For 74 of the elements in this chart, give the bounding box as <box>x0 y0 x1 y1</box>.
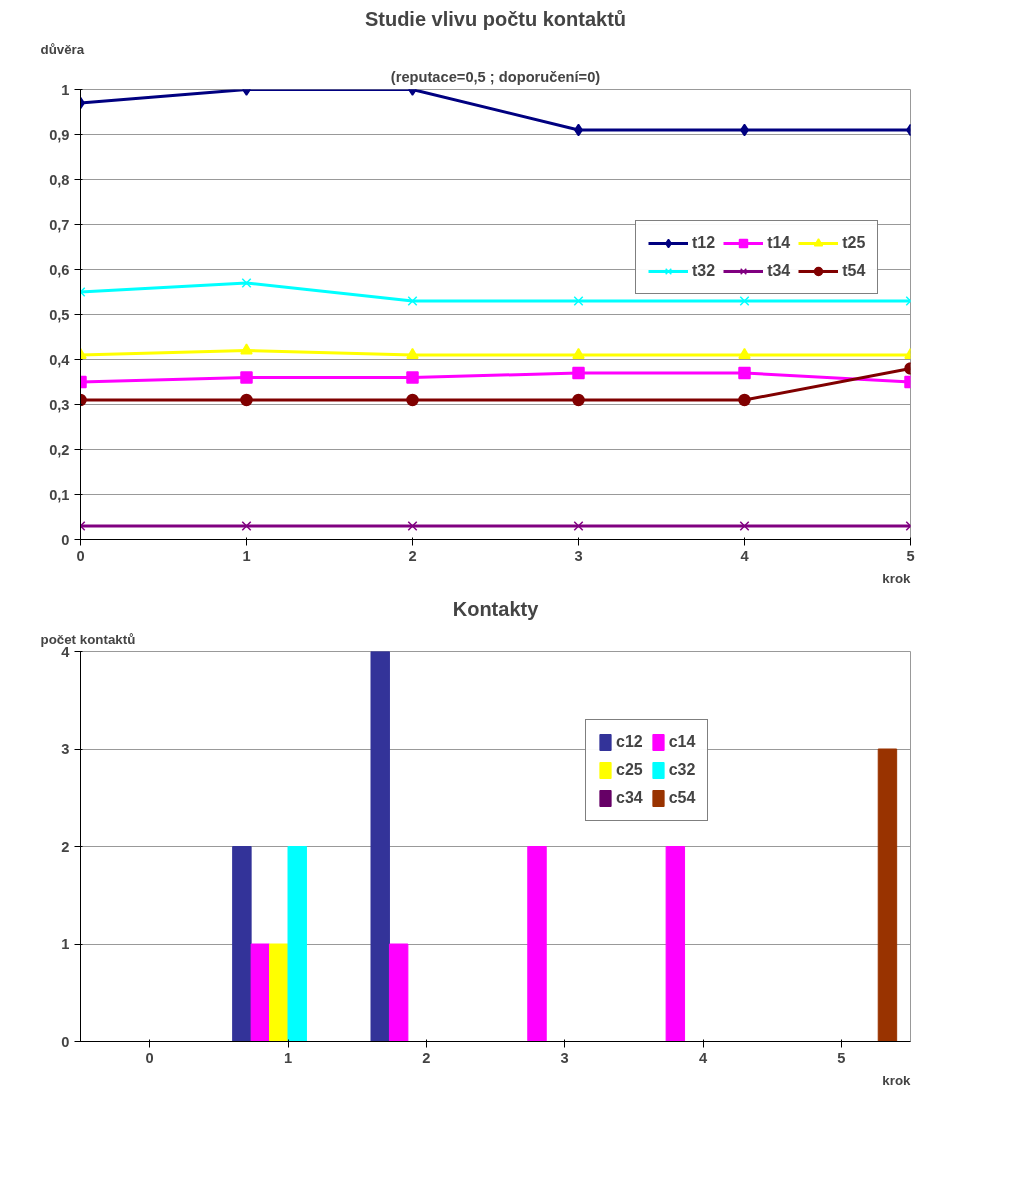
legend-label: c12 <box>616 733 643 751</box>
point <box>739 296 750 306</box>
x-tick-label: 4 <box>698 1049 708 1066</box>
x-tick-label: 3 <box>574 547 583 564</box>
y-tick-label: 0 <box>61 531 70 548</box>
point <box>406 371 419 384</box>
legend-label: t32 <box>692 262 716 280</box>
x-tick-label: 1 <box>242 547 251 564</box>
legend-label: c34 <box>616 789 643 807</box>
chart-title: Studie vlivu počtu kontaktů <box>364 7 627 30</box>
legend-label: t34 <box>767 262 791 280</box>
point <box>572 393 585 407</box>
bar <box>370 651 390 1042</box>
x-tick-label: 2 <box>408 547 417 564</box>
y-tick-label: 0,9 <box>49 126 70 143</box>
chart-title: Kontakty <box>452 597 540 620</box>
x-tick-label: 4 <box>740 547 750 564</box>
y-tick-label: 0 <box>61 1033 70 1050</box>
x-tick-label: 5 <box>837 1049 846 1066</box>
point <box>406 347 419 359</box>
point <box>407 521 418 531</box>
point <box>240 393 253 407</box>
legend-label: t25 <box>842 234 866 252</box>
point <box>240 371 253 384</box>
chart-subtitle: (reputace=0,5 ; doporučení=0) <box>390 68 601 85</box>
legend-label: t14 <box>767 234 791 252</box>
legend-label: c14 <box>668 733 696 751</box>
point <box>738 393 751 407</box>
point <box>406 393 419 407</box>
bar <box>388 943 409 1042</box>
point <box>572 366 585 380</box>
bar <box>527 846 547 1042</box>
bar <box>232 846 252 1042</box>
bar <box>665 846 686 1042</box>
y-tick-label: 0,2 <box>49 441 70 458</box>
x-axis-title: krok <box>882 570 912 586</box>
y-tick-label: 0,7 <box>49 216 70 233</box>
y-axis-title: důvěra <box>40 41 85 57</box>
y-tick-label: 1 <box>61 936 70 952</box>
y-tick-label: 0,4 <box>49 351 71 368</box>
point <box>738 347 751 359</box>
y-tick-label: 0,3 <box>49 396 70 413</box>
point <box>240 343 253 355</box>
x-tick-label: 0 <box>76 547 85 564</box>
point <box>573 296 584 306</box>
y-tick-label: 3 <box>61 741 70 757</box>
legend-label: c32 <box>668 761 696 779</box>
bar <box>877 748 898 1042</box>
x-tick-label: 5 <box>906 547 915 564</box>
legend-label: t12 <box>692 234 716 252</box>
y-tick-label: 1 <box>61 81 70 98</box>
y-tick-label: 0,6 <box>49 261 70 278</box>
x-tick-label: 3 <box>560 1049 569 1066</box>
point <box>407 296 418 306</box>
legend-label: c25 <box>616 761 643 779</box>
point <box>241 521 252 531</box>
bar <box>287 846 307 1042</box>
legend-label: c54 <box>668 789 696 807</box>
y-tick-label: 2 <box>61 838 70 855</box>
y-tick-label: 0,8 <box>49 171 70 188</box>
y-tick-label: 0,5 <box>49 306 70 323</box>
bar <box>250 943 271 1042</box>
x-tick-label: 0 <box>145 1049 154 1066</box>
point <box>739 521 750 531</box>
legend-label: t54 <box>842 262 866 280</box>
x-tick-label: 1 <box>283 1049 293 1066</box>
point <box>573 521 584 531</box>
point <box>241 278 252 288</box>
x-tick-label: 2 <box>422 1049 431 1066</box>
x-axis-title: krok <box>882 1072 912 1088</box>
point <box>572 347 585 359</box>
y-tick-label: 0,1 <box>49 486 70 503</box>
point <box>738 366 751 380</box>
bar <box>269 943 289 1042</box>
